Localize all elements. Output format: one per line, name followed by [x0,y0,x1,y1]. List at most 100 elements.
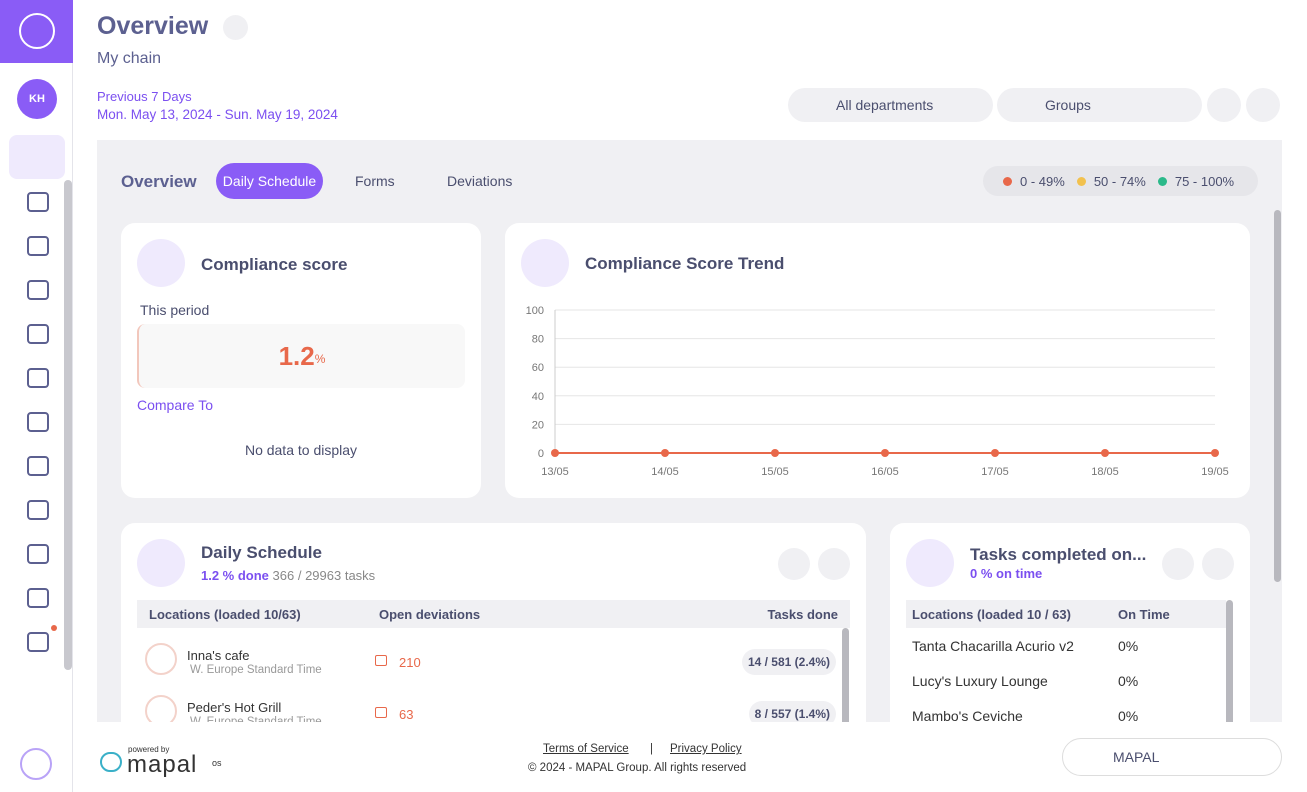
x-tick-label: 17/05 [981,466,1009,478]
period-text: This period [140,302,210,318]
calendar-icon [137,539,185,587]
trend-card: Compliance Score Trend 0 20 40 60 80 100 13/05… [505,223,1250,498]
score-value: 1.2 [278,340,315,371]
schedule-card: Daily Schedule 1.2 % done 366 / 29963 ta… [121,523,866,722]
tab[interactable]: Forms [355,173,395,189]
x-tick-label: 18/05 [1091,466,1119,478]
data-point [551,449,559,457]
card-subtitle: 0 % on time [970,566,1043,581]
nav-icon[interactable] [27,236,49,256]
app-logo[interactable] [0,0,73,63]
legend-label: 75 - 100% [1174,173,1235,189]
nav-icon[interactable] [27,456,49,476]
table-scrollbar [842,628,849,722]
separator: | [650,743,653,755]
star-icon [137,239,185,287]
nav-icon[interactable] [27,368,49,388]
group-filter[interactable]: Groups [997,88,1202,122]
on-time-value: 0% [1118,673,1139,689]
warning-icon [375,655,387,666]
expand-button[interactable] [223,15,248,40]
location-name: Tanta Chacarilla Acurio v2 [912,638,1074,654]
data-point [771,449,779,457]
nav-icon[interactable] [27,280,49,300]
legend: 0 - 49% 50 - 74% 75 - 100% [983,166,1258,196]
mapal-mark [100,752,122,772]
tab-active[interactable]: Daily Schedule [216,163,323,199]
mapal-button[interactable]: MAPAL [1062,738,1282,776]
y-tick-label: 40 [532,391,544,403]
print-button[interactable] [1246,88,1280,122]
nav-icon[interactable] [27,588,49,608]
nav-icon[interactable] [27,544,49,564]
location-name: Inna's cafe [187,648,250,663]
card-title: Compliance score [201,255,348,274]
content-panel: Overview Daily Schedule Forms Deviations… [97,140,1282,722]
nav-icon[interactable] [27,192,49,212]
deviation-count: 210 [399,655,421,670]
y-tick-label: 60 [532,362,544,374]
filter-button[interactable] [1207,88,1241,122]
on-time-value: 0% [1118,638,1139,654]
export-button[interactable] [1202,548,1234,580]
score-unit: % [314,352,326,366]
privacy-link[interactable]: Privacy Policy [670,743,742,755]
card-title: Daily Schedule [201,543,322,562]
department-filter[interactable]: All departments [788,88,993,122]
filter-label: All departments [836,97,934,113]
done-text: 1.2 % done [201,568,269,583]
tasks-done: 8 / 557 (1.4%) [748,701,836,722]
data-point [1211,449,1219,457]
location-menu[interactable] [9,135,65,179]
location-name: Peder's Hot Grill [187,700,282,715]
export-button[interactable] [818,548,850,580]
notification-dot [51,625,57,631]
page-subtitle: My chain [97,50,162,67]
warning-icon [375,707,387,718]
nav-icon[interactable] [27,632,49,652]
legend-label: 50 - 74% [1093,173,1146,189]
data-point [1101,449,1109,457]
location-name: Lucy's Luxury Lounge [912,673,1048,689]
nav-icon[interactable] [27,324,49,344]
x-tick-label: 19/05 [1201,466,1229,478]
y-tick-label: 80 [532,334,544,346]
sort-button[interactable] [778,548,810,580]
on-time-card: Tasks completed on... 0 % on time Locati… [890,523,1250,722]
legend-dot [1003,176,1012,186]
card-subtitle: 1.2 % done 366 / 29963 tasks [201,568,375,583]
tab[interactable]: Deviations [447,173,513,189]
table-header [906,600,1226,628]
data-point [661,449,669,457]
scrollbar [1274,210,1281,582]
column-header: Locations (loaded 10 / 63) [912,607,1071,622]
location-icon [145,695,177,722]
nav-icon[interactable] [27,412,49,432]
copyright: © 2024 - MAPAL Group. All rights reserve… [528,762,747,774]
x-tick-label: 16/05 [871,466,899,478]
legend-dot [1157,176,1167,186]
column-header: Locations (loaded 10/63) [149,607,301,622]
location-name: Mambo's Ceviche [912,708,1023,722]
period-range: Mon. May 13, 2024 - Sun. May 19, 2024 [97,107,338,122]
brand: mapal [127,751,198,778]
tasks-done: 14 / 581 (2.4%) [741,649,836,675]
nav-icon[interactable] [27,500,49,520]
sidebar: KH [0,0,73,792]
x-tick-label: 13/05 [541,466,569,478]
on-time-value: 0% [1118,708,1139,722]
compare-link[interactable]: Compare To [137,397,214,413]
brand-sup: os [212,758,222,768]
timezone: W. Europe Standard Time [190,664,322,676]
avatar[interactable]: KH [17,79,57,119]
button-label: MAPAL [1113,749,1160,765]
table-header [137,600,850,628]
legend-dot [1076,176,1086,186]
location-icon [145,643,177,675]
data-point [881,449,889,457]
compliance-card: Compliance score This period 1.2% Compar… [121,223,481,498]
sort-button[interactable] [1162,548,1194,580]
terms-link[interactable]: Terms of Service [543,743,629,755]
bottom-logo[interactable] [20,748,52,780]
